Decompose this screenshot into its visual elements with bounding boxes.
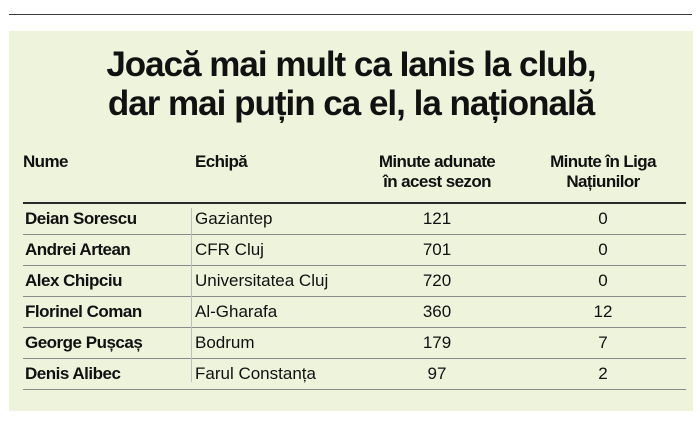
player-name: Denis Alibec — [25, 364, 121, 383]
headline-line-1: Joacă mai mult ca Ianis la club, — [106, 45, 596, 84]
player-name: Florinel Coman — [25, 302, 142, 321]
player-name: Alex Chipciu — [25, 271, 122, 290]
nations-league-minutes: 0 — [598, 209, 608, 228]
top-divider — [9, 14, 692, 15]
header-league-line-2: Națiunilor — [566, 172, 640, 191]
table-row: Florinel Coman Al-Gharafa 360 12 — [23, 297, 686, 328]
nations-league-minutes: 2 — [598, 364, 608, 383]
infographic-card: Joacă mai mult ca Ianis la club, dar mai… — [9, 31, 693, 411]
column-divider — [191, 208, 192, 382]
header-minutes-line-1: Minute adunate — [378, 152, 496, 171]
headline-line-2: dar mai puțin ca el, la națională — [107, 84, 595, 123]
header-minutes: Minute adunate în acest sezon — [359, 152, 515, 192]
player-name: Andrei Artean — [25, 240, 131, 259]
table-header: Nume Echipă Minute adunate în acest sezo… — [9, 152, 693, 202]
header-league-minutes: Minute în Liga Națiunilor — [537, 152, 669, 192]
player-team: Universitatea Cluj — [195, 271, 329, 290]
header-league-line-1: Minute în Liga — [550, 152, 656, 171]
headline: Joacă mai mult ca Ianis la club, dar mai… — [9, 45, 693, 123]
player-team: Bodrum — [195, 333, 255, 352]
table-row: Andrei Artean CFR Cluj 701 0 — [23, 235, 686, 266]
table-row: Alex Chipciu Universitatea Cluj 720 0 — [23, 266, 686, 297]
header-team: Echipă — [195, 152, 248, 171]
player-team: Gaziantep — [195, 209, 273, 228]
nations-league-minutes: 0 — [598, 271, 608, 290]
header-minutes-line-2: în acest sezon — [383, 172, 491, 191]
table-row: George Pușcaș Bodrum 179 7 — [23, 328, 686, 359]
header-name: Nume — [23, 152, 68, 171]
player-team: CFR Cluj — [195, 240, 264, 259]
season-minutes: 179 — [422, 333, 452, 352]
season-minutes: 360 — [422, 302, 452, 321]
season-minutes: 720 — [422, 271, 452, 290]
player-name: Deian Sorescu — [25, 209, 137, 228]
table-body: Deian Sorescu Gaziantep 121 0 Andrei Art… — [23, 202, 686, 390]
nations-league-minutes: 0 — [598, 240, 608, 259]
season-minutes: 121 — [422, 209, 452, 228]
season-minutes: 701 — [422, 240, 452, 259]
nations-league-minutes: 12 — [593, 302, 613, 321]
table-row: Denis Alibec Farul Constanța 97 2 — [23, 359, 686, 390]
player-team: Al-Gharafa — [195, 302, 278, 321]
player-team: Farul Constanța — [195, 364, 316, 383]
nations-league-minutes: 7 — [598, 333, 608, 352]
table-row: Deian Sorescu Gaziantep 121 0 — [23, 204, 686, 235]
season-minutes: 97 — [427, 364, 447, 383]
player-name: George Pușcaș — [25, 333, 143, 352]
